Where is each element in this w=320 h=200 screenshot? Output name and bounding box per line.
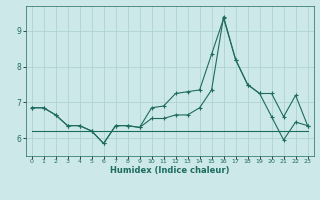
X-axis label: Humidex (Indice chaleur): Humidex (Indice chaleur) <box>110 166 229 175</box>
